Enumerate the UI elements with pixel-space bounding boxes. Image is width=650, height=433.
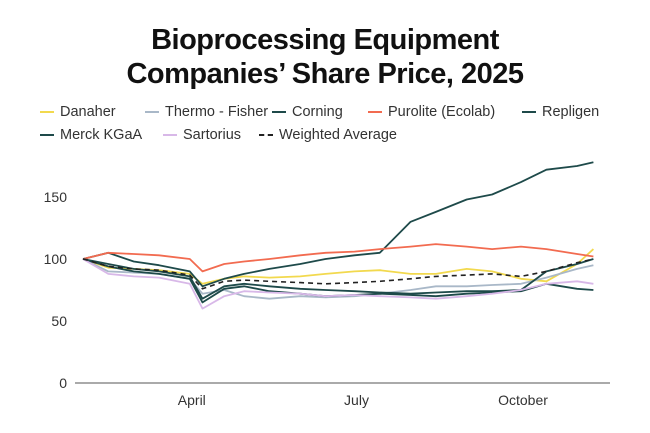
- legend-label: Thermo - Fisher: [165, 104, 269, 120]
- legend-item-merck-kgaa: Merck KGaA: [40, 127, 142, 143]
- legend-item-danaher: Danaher: [40, 104, 116, 120]
- x-tick-label: July: [344, 392, 369, 408]
- y-tick-label: 50: [51, 313, 67, 329]
- legend-item-purolite-ecolab: Purolite (Ecolab): [368, 104, 495, 120]
- legend-swatch: [522, 111, 536, 113]
- chart-title-line-1: Bioprocessing Equipment: [151, 24, 499, 56]
- legend-item-thermo-fisher: Thermo - Fisher: [145, 104, 268, 120]
- legend-swatch: [40, 111, 54, 113]
- legend-label: Corning: [292, 104, 343, 120]
- legend-label: Merck KGaA: [60, 127, 143, 143]
- legend-label: Danaher: [60, 104, 116, 120]
- legend-item-weighted-average: Weighted Average: [259, 127, 397, 143]
- legend-swatch: [368, 111, 382, 113]
- y-tick-label: 150: [44, 189, 68, 205]
- legend-item-repligen: Repligen: [522, 104, 599, 120]
- legend-item-corning: Corning: [272, 104, 343, 120]
- y-tick-label: 100: [44, 251, 68, 267]
- series-line-corning: [82, 161, 594, 288]
- legend-label: Sartorius: [183, 127, 242, 143]
- series-line-purolite-ecolab: [82, 243, 594, 273]
- legend-swatch: [145, 111, 159, 113]
- x-tick-label: October: [498, 392, 548, 408]
- legend-swatch: [259, 134, 273, 136]
- y-tick-label: 0: [59, 375, 67, 391]
- legend-label: Weighted Average: [279, 127, 397, 143]
- legend-swatch: [272, 111, 286, 113]
- chart-title-line-2: Companies’ Share Price, 2025: [126, 58, 524, 90]
- legend-swatch: [163, 134, 177, 136]
- series-line-danaher: [82, 248, 595, 285]
- series-line-sartorius: [82, 258, 594, 310]
- x-tick-label: April: [178, 392, 206, 408]
- legend-label: Purolite (Ecolab): [388, 104, 496, 120]
- legend-swatch: [40, 134, 54, 136]
- legend-item-sartorius: Sartorius: [163, 127, 241, 143]
- legend-label: Repligen: [542, 104, 600, 120]
